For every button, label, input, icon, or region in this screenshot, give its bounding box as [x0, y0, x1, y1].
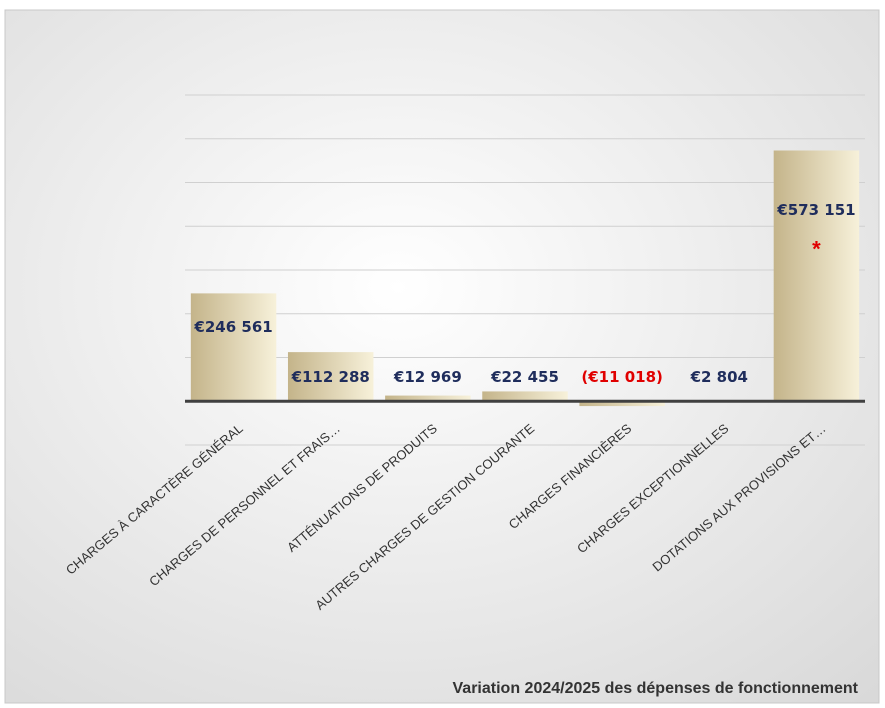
data-label: (€11 018): [581, 368, 663, 386]
bar: [482, 391, 568, 402]
chart-background: [4, 9, 880, 704]
bar: [773, 150, 860, 402]
data-label: €2 804: [690, 368, 748, 386]
bar: [579, 401, 665, 407]
annotation: *: [812, 236, 821, 261]
data-label: €112 288: [291, 368, 370, 386]
bar: [190, 293, 277, 402]
data-label: €573 151: [776, 201, 855, 219]
data-label: €246 561: [193, 318, 272, 336]
bar: [287, 352, 374, 402]
chart-title: Variation 2024/2025 des dépenses de fonc…: [453, 680, 859, 697]
bar: [385, 395, 471, 402]
data-label: €12 969: [393, 368, 462, 386]
data-label: €22 455: [490, 368, 559, 386]
